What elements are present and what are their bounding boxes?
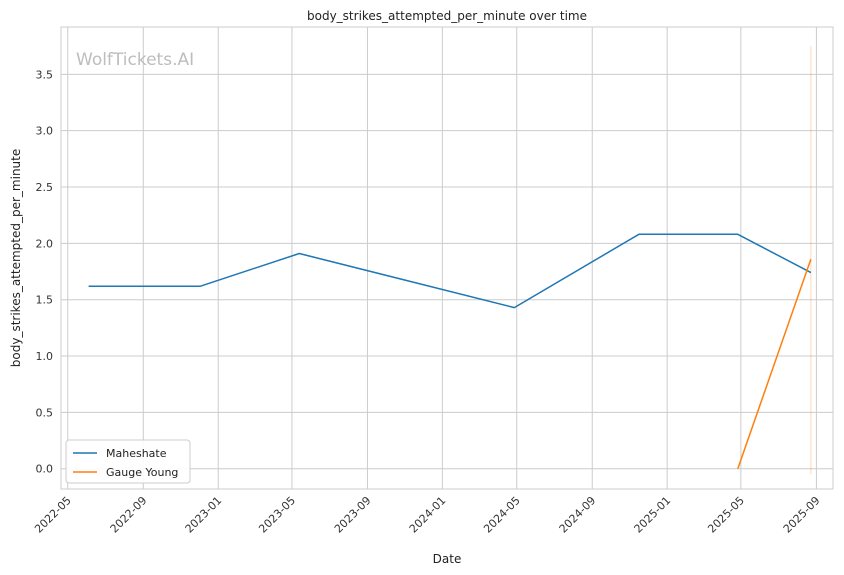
series-line-gauge-young bbox=[737, 258, 812, 469]
x-axis: 2022-05 2022-09 2023-01 2023-05 2023-09 2024-… bbox=[32, 494, 822, 536]
x-tick-label: 2025-05 bbox=[705, 494, 747, 536]
legend-label-gauge-young: Gauge Young bbox=[106, 466, 178, 479]
x-tick-label: 2024-09 bbox=[557, 494, 599, 536]
x-axis-title: Date bbox=[433, 552, 462, 566]
x-tick-label: 2022-05 bbox=[32, 494, 74, 536]
y-axis-title: body_strikes_attempted_per_minute bbox=[9, 149, 23, 367]
legend: Maheshate Gauge Young bbox=[65, 439, 191, 484]
y-tick-label: 1.5 bbox=[36, 294, 54, 307]
x-tick-label: 2022-09 bbox=[108, 494, 150, 536]
y-tick-label: 3.5 bbox=[36, 68, 54, 81]
y-tick-label: 0.0 bbox=[36, 463, 54, 476]
series-line-maheshate bbox=[88, 233, 812, 309]
grid bbox=[61, 27, 833, 489]
plot-frame bbox=[60, 26, 834, 490]
series-group bbox=[88, 233, 812, 469]
y-tick-label: 2.5 bbox=[36, 181, 54, 194]
watermark: WolfTickets.AI bbox=[76, 50, 194, 70]
legend-label-maheshate: Maheshate bbox=[106, 447, 167, 460]
x-tick-label: 2025-09 bbox=[781, 494, 823, 536]
x-tick-label: 2025-01 bbox=[632, 494, 674, 536]
y-tick-label: 2.0 bbox=[36, 237, 54, 250]
x-tick-label: 2024-05 bbox=[481, 494, 523, 536]
x-tick-label: 2024-01 bbox=[407, 494, 449, 536]
x-tick-label: 2023-05 bbox=[256, 494, 298, 536]
y-tick-label: 1.0 bbox=[36, 350, 54, 363]
y-tick-label: 3.0 bbox=[36, 125, 54, 138]
x-tick-label: 2023-09 bbox=[332, 494, 374, 536]
chart-title: body_strikes_attempted_per_minute over t… bbox=[307, 9, 587, 23]
x-tick-label: 2023-01 bbox=[183, 494, 225, 536]
y-axis: 0.0 0.5 1.0 1.5 2.0 2.5 3.0 3.5 bbox=[36, 68, 54, 475]
y-tick-label: 0.5 bbox=[36, 406, 54, 419]
